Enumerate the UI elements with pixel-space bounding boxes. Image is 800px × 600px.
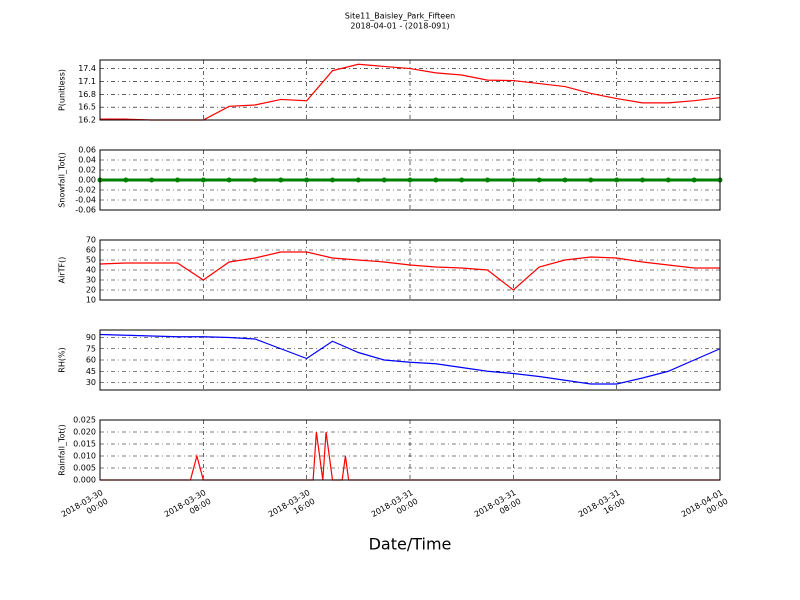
y-tick-label: 60 xyxy=(86,246,96,255)
y-tick-label: 16.5 xyxy=(78,103,96,112)
data-point xyxy=(252,177,258,183)
data-point xyxy=(614,177,620,183)
y-tick-label: 45 xyxy=(86,367,96,376)
y-tick-label: 0.06 xyxy=(78,146,96,155)
y-tick-label: 17.4 xyxy=(78,64,96,73)
data-point xyxy=(175,177,180,183)
data-point xyxy=(640,177,645,183)
y-tick-label: 16.2 xyxy=(78,116,96,125)
y-axis-label: Snowfall_Tot() xyxy=(58,152,67,208)
y-axis-label: P(unitless) xyxy=(58,69,67,111)
plot-frame xyxy=(99,59,721,121)
data-point xyxy=(123,177,129,183)
plot-frame xyxy=(99,419,721,481)
y-tick-label: 16.8 xyxy=(78,90,96,99)
y-tick-label: 90 xyxy=(86,333,96,342)
y-tick-label: -0.02 xyxy=(75,186,96,195)
plot-frame xyxy=(99,149,721,211)
data-point xyxy=(226,177,232,183)
data-point xyxy=(381,177,387,183)
y-tick-label: -0.06 xyxy=(75,206,96,215)
plot-frame xyxy=(99,329,721,391)
chart-title: Site11_Baisley_Park_Fifteen xyxy=(345,12,455,21)
data-point xyxy=(278,177,284,183)
y-tick-label: 30 xyxy=(86,378,96,387)
y-tick-label: 0.015 xyxy=(73,440,96,449)
y-tick-label: 70 xyxy=(86,236,96,245)
y-tick-label: 0.010 xyxy=(73,452,96,461)
y-tick-label: 50 xyxy=(86,256,96,265)
data-point xyxy=(485,177,490,183)
y-tick-label: 20 xyxy=(86,286,96,295)
y-tick-label: 0.020 xyxy=(73,428,96,437)
data-point xyxy=(200,177,206,183)
y-tick-label: 10 xyxy=(86,296,96,305)
y-tick-label: 0.025 xyxy=(73,416,96,425)
data-point xyxy=(691,177,697,183)
data-point xyxy=(407,177,413,183)
data-point xyxy=(330,177,335,183)
data-point xyxy=(588,177,594,183)
chart-subtitle: 2018-04-01 - (2018-091) xyxy=(350,22,449,31)
data-point xyxy=(536,177,542,183)
y-tick-label: 0.005 xyxy=(73,464,96,473)
data-point xyxy=(510,177,516,183)
data-point xyxy=(355,177,361,183)
y-tick-label: 0.02 xyxy=(78,166,96,175)
y-axis-label: Rainfall_Tot() xyxy=(58,424,67,476)
y-tick-label: -0.04 xyxy=(75,196,96,205)
data-point xyxy=(149,177,155,183)
y-axis-label: RH(%) xyxy=(58,347,67,372)
y-tick-label: 17.1 xyxy=(78,77,96,86)
data-line xyxy=(99,333,721,385)
y-tick-label: 60 xyxy=(86,356,96,365)
y-tick-label: 0.00 xyxy=(78,176,96,185)
data-point xyxy=(304,177,310,183)
y-axis-label: AirTF() xyxy=(58,257,67,284)
plot-frame xyxy=(99,239,721,301)
x-axis-label: Date/Time xyxy=(369,535,452,554)
data-point xyxy=(459,177,465,183)
y-tick-label: 30 xyxy=(86,276,96,285)
data-point xyxy=(665,177,671,183)
y-tick-label: 0.000 xyxy=(73,476,96,485)
data-point xyxy=(433,177,439,183)
data-line xyxy=(99,251,720,291)
y-tick-label: 40 xyxy=(86,266,96,275)
data-point xyxy=(562,177,568,183)
y-tick-label: 75 xyxy=(86,344,96,353)
y-tick-label: 0.04 xyxy=(78,156,96,165)
